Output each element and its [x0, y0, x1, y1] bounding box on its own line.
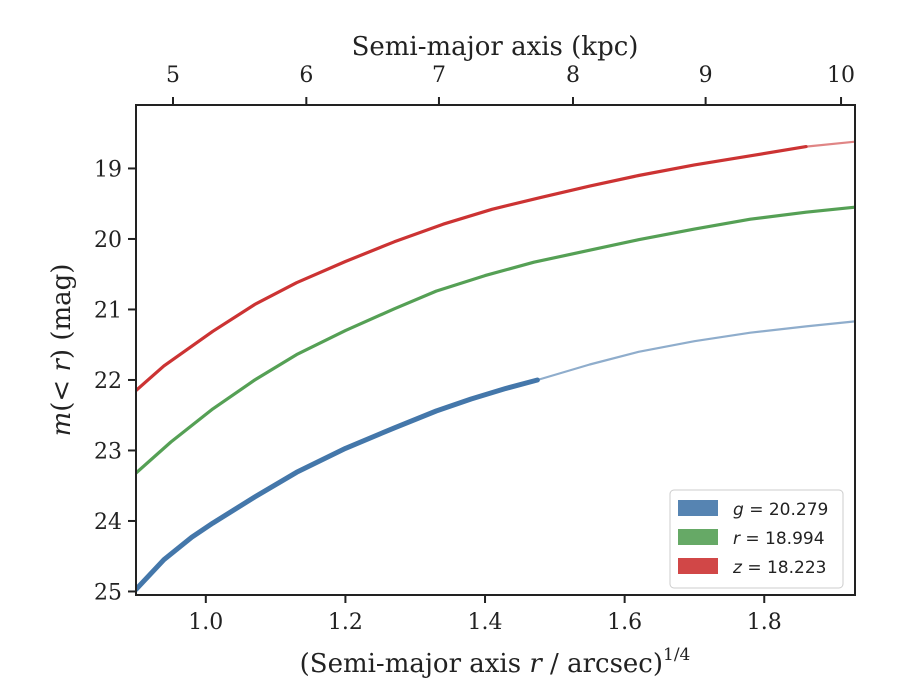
x-axis-title: (Semi-major axis r / arcsec)1/4 [300, 645, 691, 679]
legend: g = 20.279 r = 18.994 z = 18.223 [669, 489, 844, 589]
y-axis-title: m(< r) (mag) [47, 264, 77, 437]
series-g-extrapolated-line [537, 320, 855, 382]
legend-items: g = 20.279 r = 18.994 z = 18.223 [678, 500, 828, 578]
legend-label-z: z = 18.223 [732, 558, 826, 578]
legend-label-r: r = 18.994 [733, 529, 825, 549]
ticks-layer: 1.0 1.2 1.4 1.6 1.8 19 20 21 22 23 24 25 5 6 7 8 9 10 [94, 63, 855, 635]
x-tick-label: 1.2 [328, 610, 363, 635]
series-z-line [136, 145, 808, 393]
x-tick-label: 1.8 [747, 610, 782, 635]
y-tick-label: 19 [94, 157, 122, 182]
x-tick-label: 1.4 [468, 610, 503, 635]
y-tick-label: 25 [94, 580, 122, 605]
series-z-extrapolated-line [805, 140, 855, 148]
top-tick-label: 9 [699, 63, 713, 88]
series-r-line [136, 205, 855, 475]
top-tick-label: 5 [166, 63, 180, 88]
legend-swatch-g [678, 500, 718, 516]
legend-swatch-r [678, 529, 718, 545]
y-tick-label: 23 [94, 439, 122, 464]
y-tick-label: 22 [94, 369, 122, 394]
x-tick-label: 1.6 [607, 610, 642, 635]
top-tick-label: 7 [432, 63, 446, 88]
y-tick-label: 21 [94, 298, 122, 323]
plot-frame [135, 104, 856, 596]
y-tick-label: 20 [94, 228, 122, 253]
legend-label-g: g = 20.279 [733, 500, 828, 520]
top-tick-label: 8 [566, 63, 580, 88]
top-tick-label: 6 [299, 63, 313, 88]
legend-swatch-z [678, 558, 718, 574]
series-layer [136, 140, 855, 592]
y-tick-label: 24 [94, 510, 122, 535]
top-tick-label: 10 [827, 63, 855, 88]
series-g-line [136, 377, 540, 592]
x-tick-label: 1.0 [188, 610, 223, 635]
top-axis-title: Semi-major axis (kpc) [352, 32, 639, 62]
